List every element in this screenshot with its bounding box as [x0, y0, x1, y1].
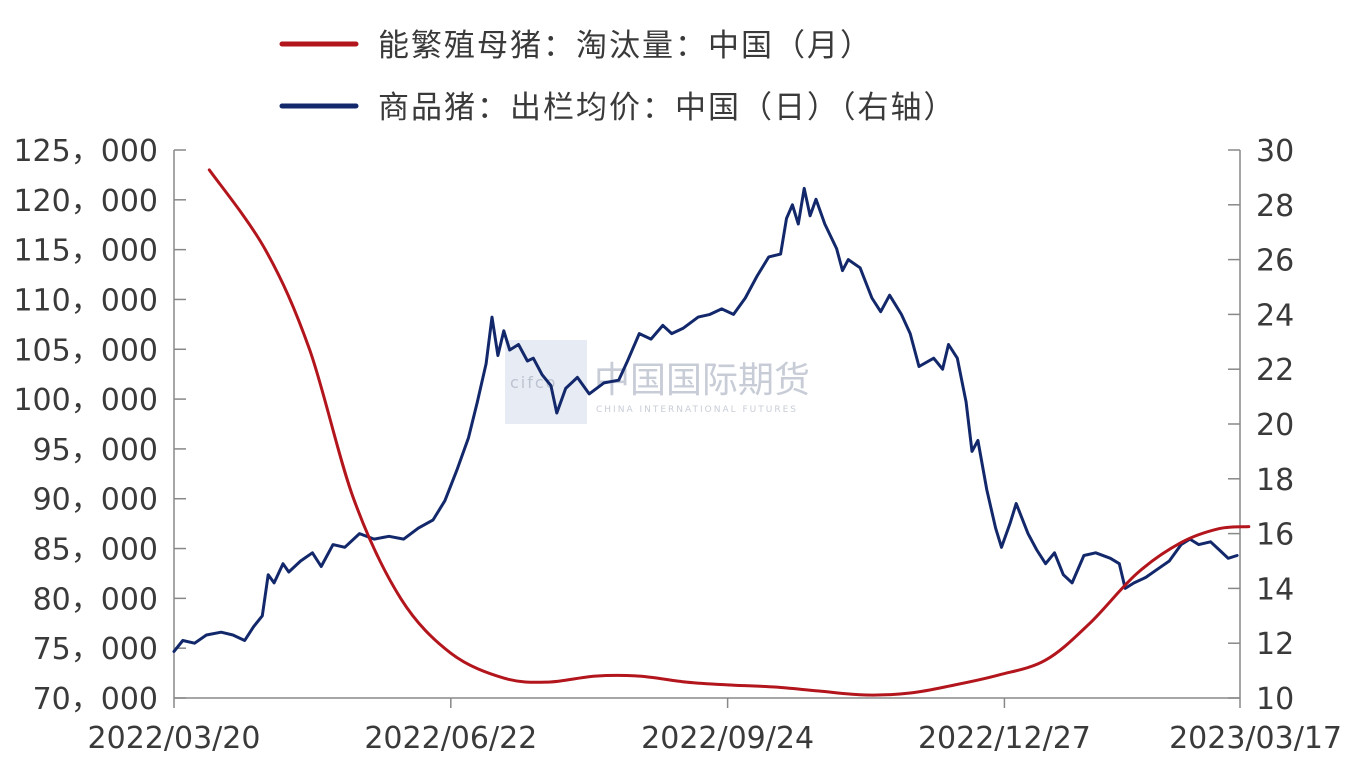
left-tick-label: 95，000	[33, 433, 158, 468]
x-axis-ticks: 2022/03/20 2022/06/22 2022/09/24 2022/12/27…	[88, 698, 1342, 756]
watermark-text: 中国国际期货	[594, 360, 810, 401]
legend: 能繁殖母猪：淘汰量：中国（月） 商品猪：出栏均价：中国（日）（右轴）	[279, 28, 957, 126]
right-tick-label: 30	[1256, 134, 1294, 169]
left-tick-label: 85，000	[33, 533, 158, 568]
right-tick-label: 22	[1256, 353, 1294, 388]
left-tick-label: 115，000	[13, 234, 158, 269]
left-tick-label: 80，000	[33, 582, 158, 617]
right-axis-ticks: 30 28 26 24 22 20 18 16 14 12 10	[1228, 134, 1294, 717]
left-tick-label: 120，000	[13, 184, 158, 219]
watermark: cifco 中国国际期货 CHINA INTERNATIONAL FUTURES	[505, 340, 810, 424]
right-tick-label: 12	[1256, 627, 1294, 662]
x-tick-label: 2022/03/20	[88, 721, 261, 756]
right-tick-label: 16	[1256, 518, 1294, 553]
watermark-subtext: CHINA INTERNATIONAL FUTURES	[596, 405, 798, 415]
left-tick-label: 90，000	[33, 483, 158, 518]
x-tick-label: 2022/12/27	[918, 721, 1091, 756]
x-tick-label: 2022/09/24	[641, 721, 814, 756]
legend-label-culling: 能繁殖母猪：淘汰量：中国（月）	[378, 28, 873, 64]
left-tick-label: 105，000	[13, 333, 158, 368]
right-tick-label: 26	[1256, 244, 1294, 279]
left-tick-label: 100，000	[13, 383, 158, 418]
right-tick-label: 14	[1256, 572, 1294, 607]
series-line-hog-price	[172, 186, 1239, 653]
left-tick-label: 75，000	[33, 632, 158, 667]
left-axis-ticks: 125，000 120，000 115，000 110，000 105，000 100，0…	[13, 134, 186, 717]
axes: 125，000 120，000 115，000 110，000 105，000 100，0…	[13, 134, 1342, 756]
right-tick-label: 10	[1256, 682, 1294, 717]
legend-label-price: 商品猪：出栏均价：中国（日）（右轴）	[378, 90, 957, 126]
right-tick-label: 20	[1256, 408, 1294, 443]
left-tick-label: 125，000	[13, 134, 158, 169]
x-tick-label: 2023/03/17	[1169, 721, 1342, 756]
right-tick-label: 28	[1256, 189, 1294, 224]
right-tick-label: 24	[1256, 298, 1294, 333]
x-tick-label: 2022/06/22	[364, 721, 537, 756]
left-tick-label: 70，000	[33, 682, 158, 717]
series-group	[172, 168, 1251, 697]
right-tick-label: 18	[1256, 463, 1294, 498]
series-line-sow-culling	[207, 168, 1251, 697]
left-tick-label: 110，000	[13, 283, 158, 318]
